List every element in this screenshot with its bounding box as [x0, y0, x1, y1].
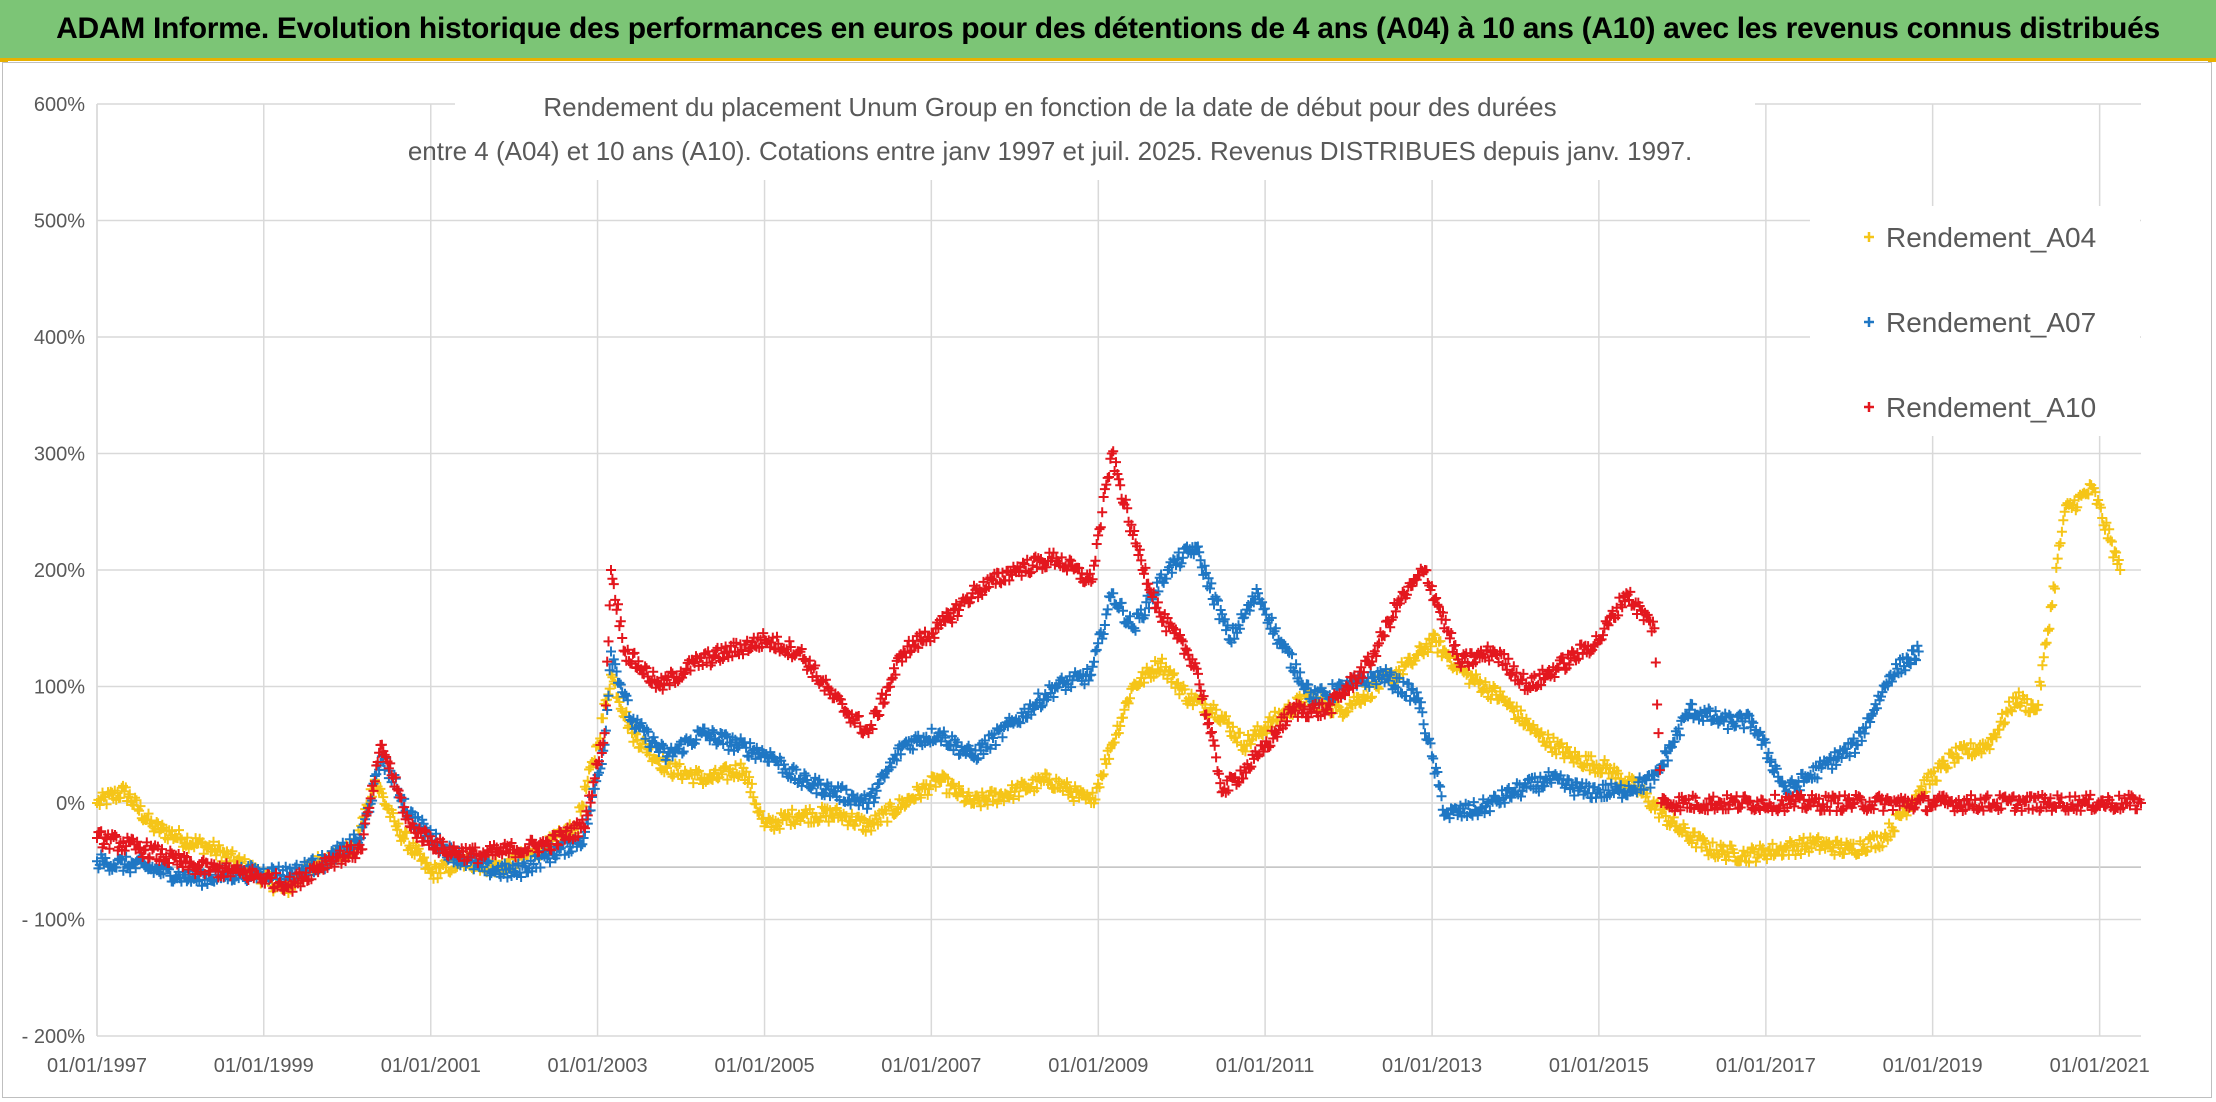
x-tick-label: 01/01/2003 — [547, 1055, 647, 1077]
legend-label: Rendement_A10 — [1886, 392, 2096, 423]
y-tick-label: 100% — [34, 677, 85, 699]
x-tick-label: 01/01/2019 — [1883, 1055, 1983, 1077]
y-tick-label: 500% — [34, 211, 85, 233]
x-tick-label: 01/01/2011 — [1216, 1055, 1315, 1077]
legend-label: Rendement_A04 — [1886, 222, 2096, 253]
chart-title-line-1: Rendement du placement Unum Group en fon… — [543, 92, 1556, 122]
y-tick-label: 400% — [34, 327, 85, 349]
x-tick-label: 01/01/2009 — [1048, 1055, 1148, 1077]
y-tick-label: - 100% — [22, 910, 86, 932]
x-tick-label: 01/01/2021 — [2050, 1055, 2150, 1077]
x-tick-label: 01/01/1997 — [47, 1055, 147, 1077]
y-tick-label: 600% — [34, 94, 85, 116]
banner-corner-left — [0, 58, 8, 62]
series-Rendement_A10 — [92, 446, 2146, 897]
legend-marker — [1864, 402, 1874, 412]
points-layer — [92, 446, 2146, 898]
banner-corner-right — [2208, 58, 2216, 62]
legend-marker — [1864, 232, 1874, 242]
banner-title: ADAM Informe. Evolution historique des p… — [56, 12, 2160, 45]
x-tick-label: 01/01/2007 — [881, 1055, 981, 1077]
series-Rendement_A04 — [92, 479, 2126, 898]
y-tick-label: - 200% — [22, 1026, 86, 1048]
x-tick-label: 01/01/2001 — [381, 1055, 481, 1077]
x-tick-label: 01/01/2017 — [1716, 1055, 1816, 1077]
y-tick-label: 300% — [34, 444, 85, 466]
legend-marker — [1864, 317, 1874, 327]
legend-label: Rendement_A07 — [1886, 307, 2096, 338]
title-background — [455, 86, 1755, 180]
chart-frame — [2, 62, 2212, 1098]
series-markers — [92, 541, 1924, 891]
x-tick-label: 01/01/2005 — [714, 1055, 814, 1077]
axis-labels: - 200% - 100% 0% 100% 200% 300% 400% 500% 600% 01… — [22, 94, 2150, 1077]
series-Rendement_A07 — [92, 541, 1924, 891]
y-tick-label: 0% — [56, 793, 85, 815]
chart-title-line-2: entre 4 (A04) et 10 ans (A10). Cotations… — [408, 136, 1692, 166]
y-tick-label: 200% — [34, 560, 85, 582]
series-markers — [92, 446, 2146, 897]
x-tick-label: 01/01/2015 — [1549, 1055, 1649, 1077]
series-markers — [92, 479, 2126, 898]
legend: Rendement_A04 Rendement_A07 Rendement_A10 — [1810, 206, 2140, 436]
x-tick-label: 01/01/1999 — [214, 1055, 314, 1077]
x-tick-label: 01/01/2013 — [1382, 1055, 1482, 1077]
banner: ADAM Informe. Evolution historique des p… — [0, 0, 2216, 61]
